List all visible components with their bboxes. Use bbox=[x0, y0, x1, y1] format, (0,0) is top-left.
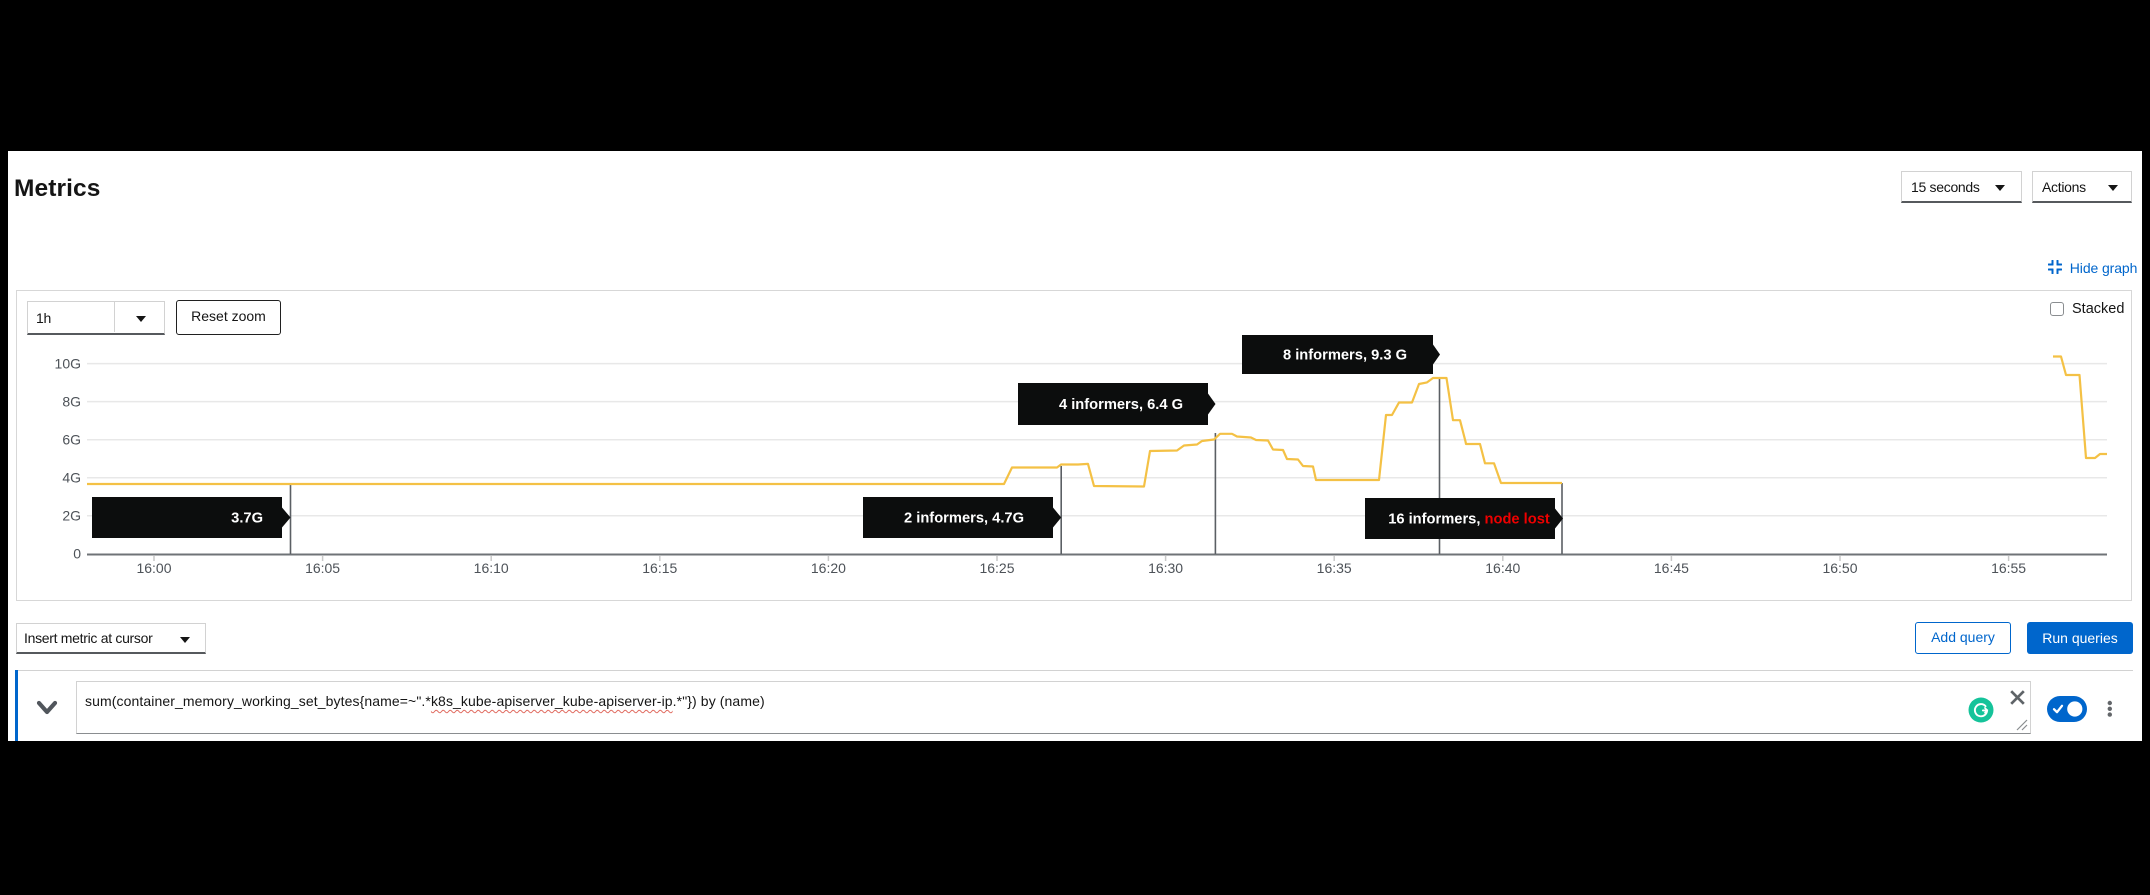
svg-text:16:20: 16:20 bbox=[811, 560, 846, 576]
svg-text:16:10: 16:10 bbox=[474, 560, 509, 576]
svg-text:3.7G: 3.7G bbox=[231, 511, 263, 527]
svg-text:0: 0 bbox=[73, 546, 81, 562]
svg-text:4 informers, 6.4 G: 4 informers, 6.4 G bbox=[1059, 397, 1183, 413]
svg-text:8 informers, 9.3 G: 8 informers, 9.3 G bbox=[1283, 348, 1407, 364]
svg-text:4G: 4G bbox=[62, 470, 81, 486]
svg-text:2 informers, 4.7G: 2 informers, 4.7G bbox=[904, 511, 1024, 527]
svg-text:16:35: 16:35 bbox=[1317, 560, 1352, 576]
svg-text:16:40: 16:40 bbox=[1485, 560, 1520, 576]
svg-text:2G: 2G bbox=[62, 508, 81, 524]
svg-text:16:30: 16:30 bbox=[1148, 560, 1183, 576]
svg-text:16:55: 16:55 bbox=[1991, 560, 2026, 576]
svg-text:16:25: 16:25 bbox=[979, 560, 1014, 576]
svg-text:16:00: 16:00 bbox=[136, 560, 171, 576]
svg-text:8G: 8G bbox=[62, 394, 81, 410]
svg-text:16:45: 16:45 bbox=[1654, 560, 1689, 576]
svg-text:16 informers, node lost: 16 informers, node lost bbox=[1388, 512, 1550, 528]
svg-text:10G: 10G bbox=[55, 356, 81, 372]
svg-text:16:15: 16:15 bbox=[642, 560, 677, 576]
svg-text:16:05: 16:05 bbox=[305, 560, 340, 576]
svg-text:16:50: 16:50 bbox=[1822, 560, 1857, 576]
svg-text:6G: 6G bbox=[62, 432, 81, 448]
